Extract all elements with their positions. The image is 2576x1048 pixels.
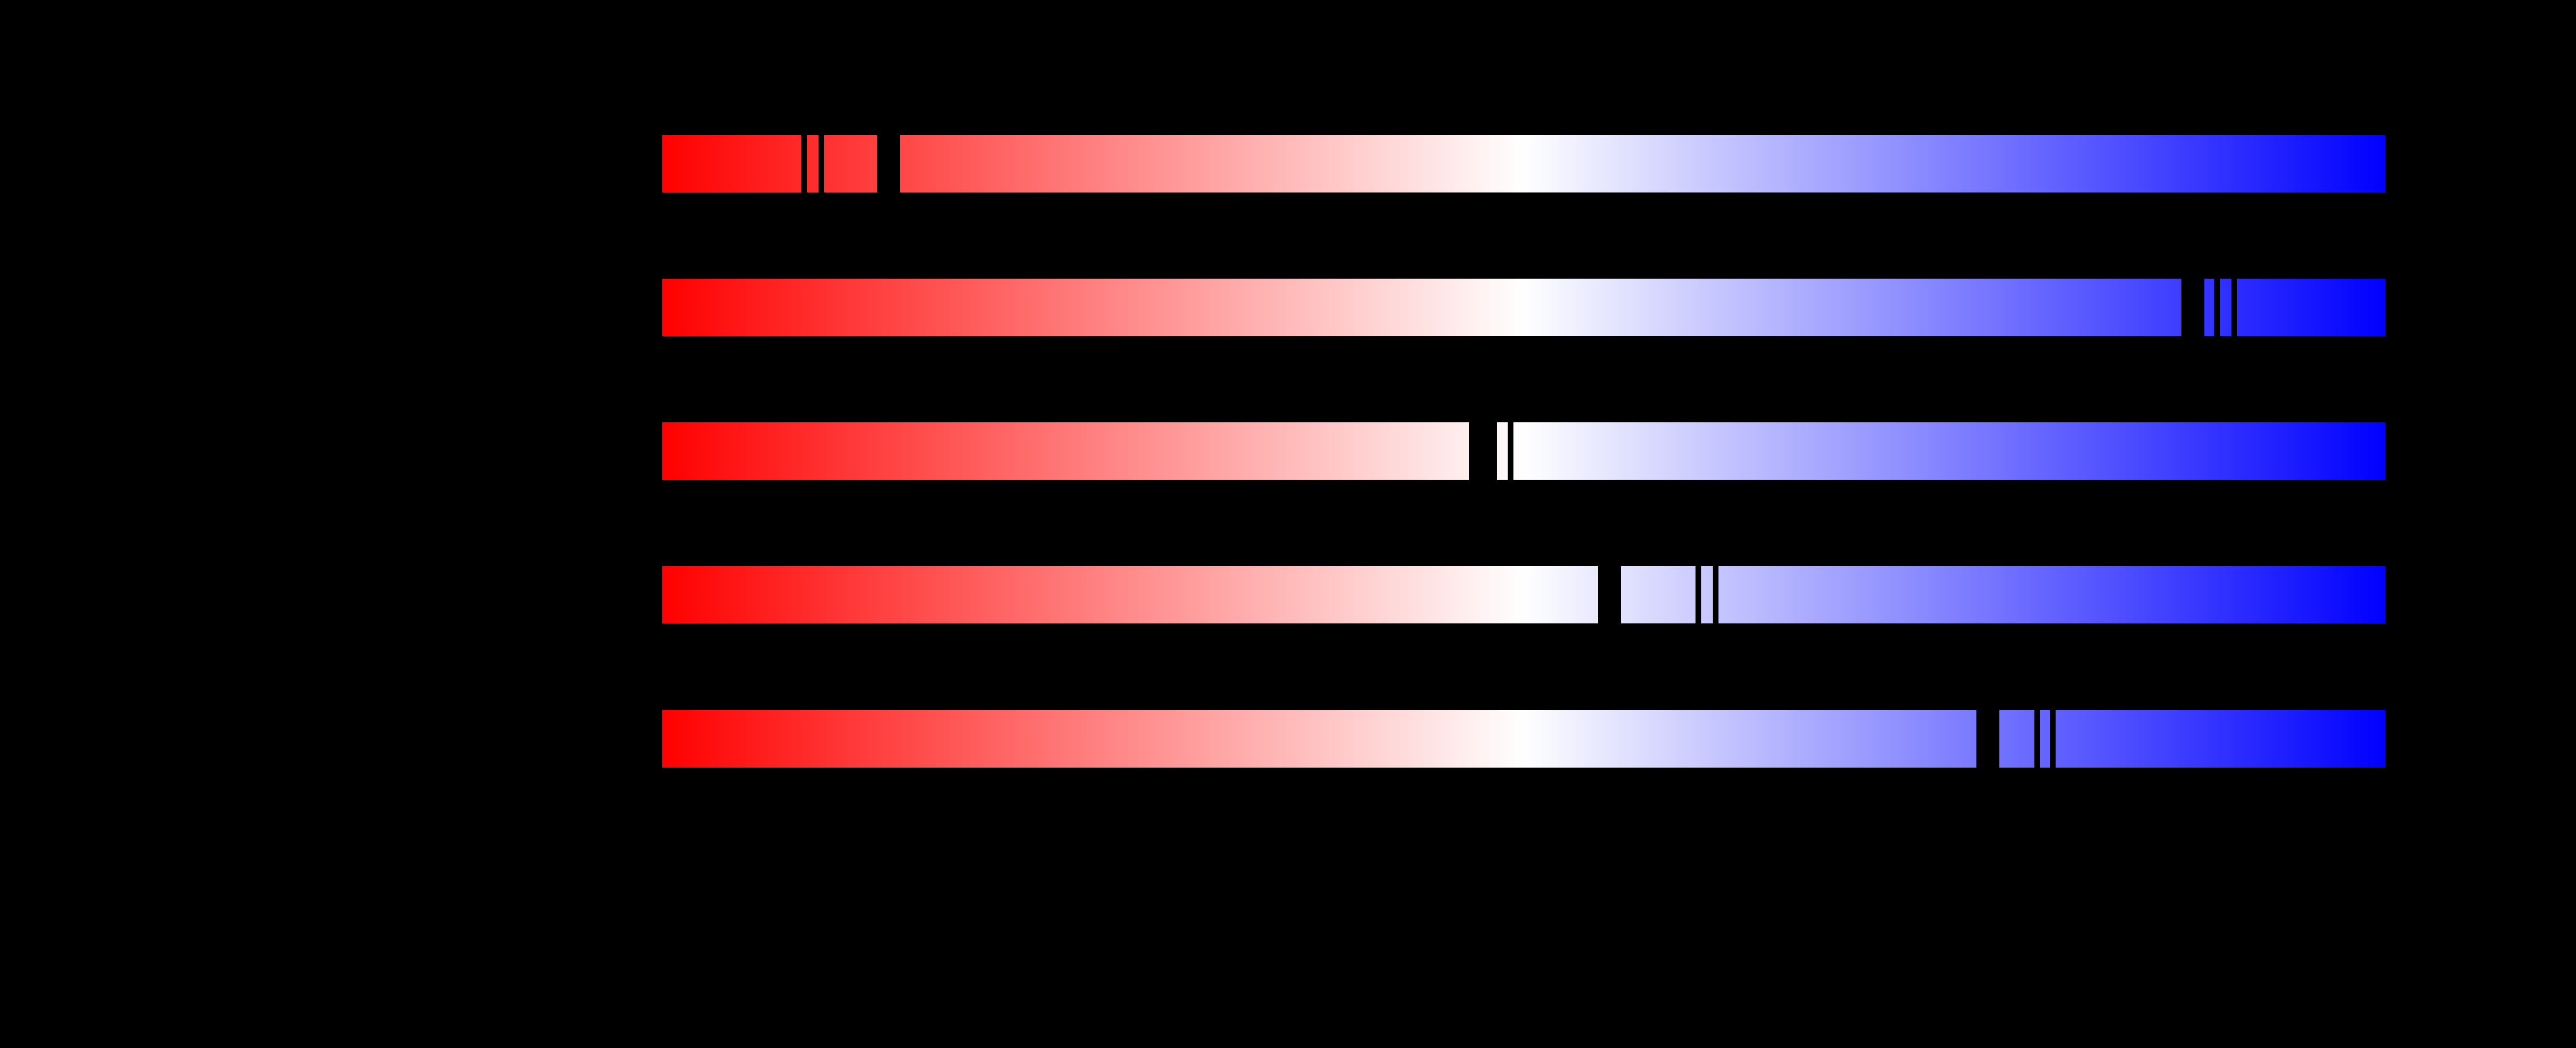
marker-tick-thin xyxy=(818,135,824,192)
gradient-bar-row-2 xyxy=(662,279,2385,336)
marker-tick-thin xyxy=(1712,566,1718,623)
gradient-bar-row-5 xyxy=(662,710,2385,768)
marker-tick-thick xyxy=(1598,566,1621,623)
marker-tick-thin xyxy=(2050,710,2056,768)
marker-tick-thick xyxy=(1976,710,1999,768)
gradient-bar-row-1 xyxy=(662,135,2385,192)
marker-tick-thick xyxy=(876,135,900,192)
marker-tick-thin xyxy=(801,135,807,192)
marker-tick-thin xyxy=(1507,422,1513,480)
marker-tick-thick xyxy=(2181,279,2204,336)
gradient-bar-row-4 xyxy=(662,566,2385,623)
marker-tick-thin xyxy=(1695,566,1701,623)
marker-tick-thin xyxy=(2034,710,2040,768)
marker-tick-thin xyxy=(2231,279,2237,336)
marker-tick-thick xyxy=(1469,422,1492,480)
marker-tick-thin xyxy=(1491,422,1497,480)
gradient-bar-row-3 xyxy=(662,422,2385,480)
marker-tick-thin xyxy=(2214,279,2220,336)
